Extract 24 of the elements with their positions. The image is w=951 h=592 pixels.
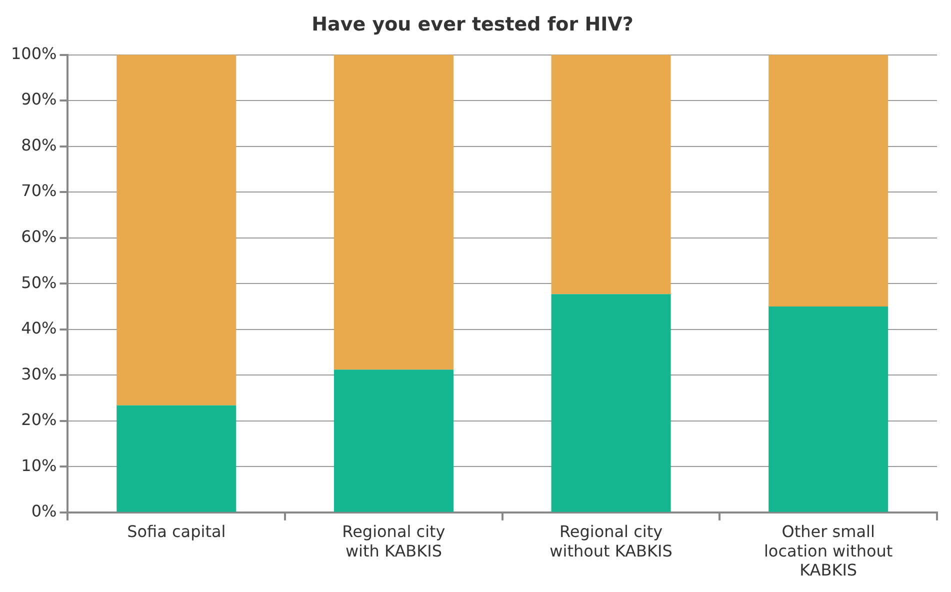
x-tick-label: Sofia capital [127, 522, 226, 542]
y-tick-label: 100% [10, 44, 57, 63]
y-tick-label: 0% [31, 502, 57, 521]
bar [768, 54, 888, 306]
y-tick-label: 60% [21, 226, 57, 246]
bar [551, 294, 671, 512]
x-tick-label: Regional city with KABKIS [342, 522, 446, 560]
y-tick-label: 70% [21, 181, 57, 200]
y-tick-label: 10% [21, 456, 57, 475]
bar [551, 54, 671, 294]
bar [768, 306, 888, 512]
y-tick-label: 40% [21, 318, 57, 338]
bar [116, 54, 236, 406]
y-tick-label: 30% [21, 364, 57, 384]
chart-title: Have you ever tested for HIV? [312, 13, 634, 36]
bar [116, 405, 236, 512]
y-tick-label: 20% [21, 410, 57, 430]
bar [334, 370, 454, 512]
bar [334, 54, 454, 370]
x-tick-label: Regional city without KABKIS [550, 522, 672, 560]
y-tick-label: 80% [21, 135, 57, 154]
y-tick-label: 50% [21, 272, 57, 292]
y-tick-label: 90% [21, 90, 57, 109]
x-tick-label: Other small location without KABKIS [764, 522, 893, 580]
